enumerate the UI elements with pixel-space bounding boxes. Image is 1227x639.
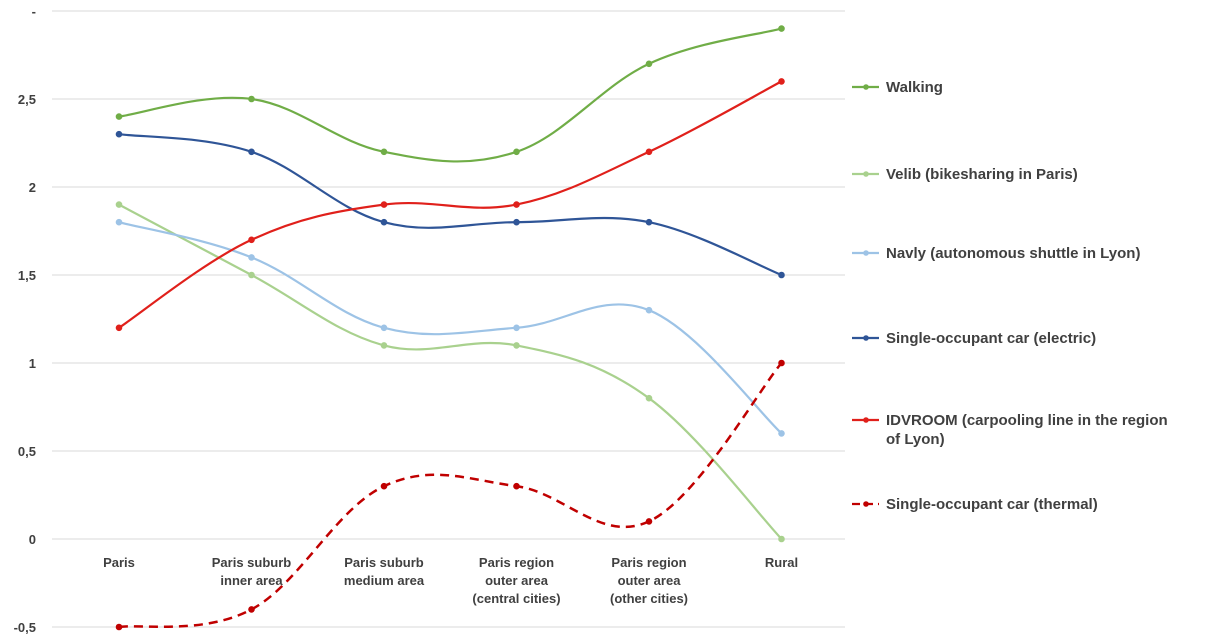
- data-point: [513, 324, 520, 332]
- legend-label: IDVROOM (carpooling line in the region of…: [886, 412, 1168, 448]
- legend-marker: [863, 501, 869, 507]
- legend-marker: [863, 250, 869, 256]
- legend-item: Walking: [852, 79, 943, 96]
- data-point: [778, 535, 785, 543]
- data-point: [778, 430, 785, 437]
- y-tick-label: 0,5: [18, 444, 36, 459]
- y-axis-tick-labels: -0,5 0 0,5 1 1,5 2 2,5 -: [14, 4, 36, 635]
- legend-marker: [863, 335, 869, 341]
- data-point: [115, 324, 123, 332]
- x-category-label: Paris region outer area (central cities): [472, 555, 560, 606]
- y-tick-label: 1,5: [18, 268, 36, 283]
- data-point: [248, 95, 255, 103]
- y-tick-label: 1: [29, 356, 36, 371]
- legend-item: IDVROOM (carpooling line in the region of…: [852, 412, 1168, 448]
- legend-item: Single-occupant car (electric): [852, 330, 1096, 347]
- legend-item: Velib (bikesharing in Paris): [852, 166, 1078, 183]
- data-point: [645, 306, 653, 314]
- data-point: [115, 130, 123, 138]
- x-category-label: Paris suburb inner area: [212, 555, 292, 588]
- legend: Walking Velib (bikesharing in Paris) Navly…: [852, 79, 1168, 513]
- gridlines: [52, 10, 845, 628]
- data-point: [778, 25, 785, 32]
- x-category-label: Rural: [765, 555, 798, 570]
- data-point: [645, 60, 653, 68]
- data-point: [513, 482, 520, 490]
- y-tick-label: -: [32, 4, 36, 19]
- legend-item: Navly (autonomous shuttle in Lyon): [852, 245, 1140, 262]
- legend-marker: [863, 417, 869, 423]
- data-point: [778, 271, 785, 279]
- data-point: [778, 359, 785, 367]
- data-point: [513, 148, 520, 156]
- data-point: [380, 201, 388, 208]
- series-single-occupant-car-electric: [115, 130, 785, 279]
- series-line: [118, 80, 783, 329]
- legend-marker: [863, 171, 869, 177]
- series-line: [118, 362, 783, 629]
- data-point: [645, 518, 653, 525]
- data-point: [513, 342, 520, 349]
- data-point: [115, 113, 123, 120]
- data-point: [380, 324, 388, 332]
- series-line: [118, 27, 782, 163]
- data-point: [513, 218, 520, 226]
- data-point: [380, 342, 388, 349]
- legend-label: Walking: [886, 79, 943, 96]
- data-point: [645, 218, 653, 226]
- data-point: [115, 218, 123, 226]
- series-single-occupant-car-thermal: [115, 359, 785, 631]
- y-tick-label: -0,5: [14, 620, 36, 635]
- series-line: [118, 133, 782, 277]
- series-idvroom-carpooling-line-in-the-region-of-lyon: [115, 78, 785, 332]
- data-point: [380, 482, 388, 490]
- data-point: [380, 218, 388, 226]
- y-tick-label: 0: [29, 532, 36, 547]
- data-point: [115, 201, 123, 208]
- series-line: [118, 221, 783, 435]
- x-axis-category-labels: Paris Paris suburb inner area Paris suburb m…: [103, 555, 798, 606]
- x-category-label: Paris suburb medium area: [344, 555, 425, 588]
- series-velib-bikesharing-in-paris: [115, 201, 785, 543]
- data-point: [248, 254, 255, 261]
- data-point: [645, 394, 653, 402]
- data-point: [248, 271, 255, 279]
- data-point: [778, 78, 785, 85]
- series-walking: [115, 25, 785, 163]
- data-point: [380, 148, 388, 156]
- data-point: [513, 201, 520, 208]
- series-navly-autonomous-shuttle-in-lyon: [115, 218, 785, 437]
- legend-label: Single-occupant car (electric): [886, 330, 1096, 347]
- series-line: [118, 203, 783, 540]
- data-point: [248, 236, 255, 244]
- legend-label: Navly (autonomous shuttle in Lyon): [886, 245, 1140, 262]
- series-lines: [115, 25, 785, 631]
- legend-item: Single-occupant car (thermal): [852, 496, 1098, 513]
- y-tick-label: 2,5: [18, 92, 36, 107]
- data-point: [248, 606, 255, 613]
- x-category-label: Paris region outer area (other cities): [610, 555, 688, 606]
- y-tick-label: 2: [29, 180, 36, 195]
- x-category-label: Paris: [103, 555, 135, 570]
- legend-label: Velib (bikesharing in Paris): [886, 166, 1078, 183]
- data-point: [645, 148, 653, 156]
- data-point: [248, 148, 255, 156]
- legend-marker: [863, 84, 869, 90]
- data-point: [115, 623, 123, 631]
- legend-label: Single-occupant car (thermal): [886, 496, 1098, 513]
